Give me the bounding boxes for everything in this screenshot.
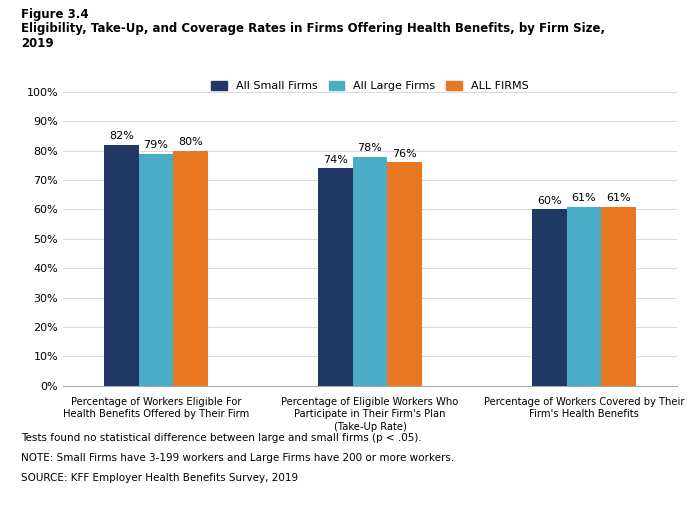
Bar — [104, 145, 139, 386]
Text: 2019: 2019 — [21, 37, 54, 50]
Bar — [139, 154, 173, 386]
Text: 61%: 61% — [606, 193, 631, 203]
Legend: All Small Firms, All Large Firms, ALL FIRMS: All Small Firms, All Large Firms, ALL FI… — [207, 77, 533, 96]
Bar — [567, 206, 601, 386]
Bar — [173, 151, 208, 386]
Bar — [532, 209, 567, 386]
Bar — [352, 156, 387, 386]
Bar — [318, 169, 352, 386]
Bar — [387, 162, 422, 386]
Text: 61%: 61% — [572, 193, 596, 203]
Text: NOTE: Small Firms have 3-199 workers and Large Firms have 200 or more workers.: NOTE: Small Firms have 3-199 workers and… — [21, 453, 454, 463]
Text: SOURCE: KFF Employer Health Benefits Survey, 2019: SOURCE: KFF Employer Health Benefits Sur… — [21, 473, 298, 483]
Text: 78%: 78% — [357, 143, 383, 153]
Text: 80%: 80% — [178, 137, 203, 147]
Text: 79%: 79% — [144, 140, 168, 150]
Text: 74%: 74% — [323, 155, 348, 165]
Text: Eligibility, Take-Up, and Coverage Rates in Firms Offering Health Benefits, by F: Eligibility, Take-Up, and Coverage Rates… — [21, 22, 605, 35]
Text: 76%: 76% — [392, 149, 417, 159]
Text: 82%: 82% — [109, 131, 134, 141]
Text: Tests found no statistical difference between large and small firms (p < .05).: Tests found no statistical difference be… — [21, 433, 422, 443]
Bar — [601, 206, 636, 386]
Text: 60%: 60% — [537, 196, 562, 206]
Text: Figure 3.4: Figure 3.4 — [21, 8, 89, 21]
